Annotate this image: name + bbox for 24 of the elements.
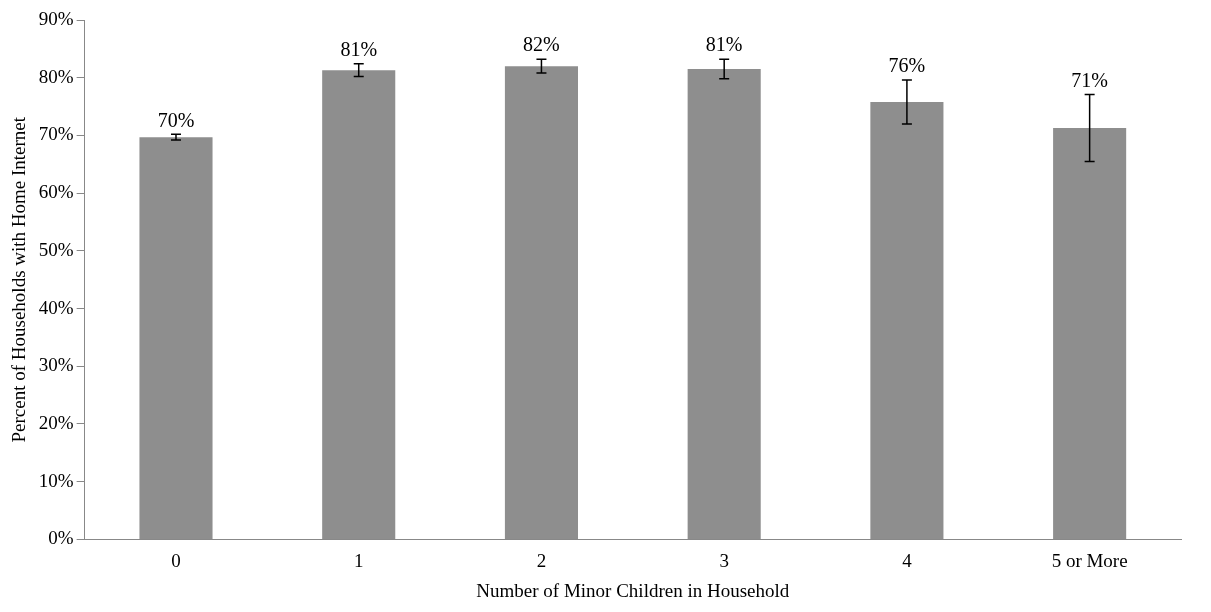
y-tick-label: 90%	[38, 7, 74, 29]
x-tick-label: 3	[719, 549, 729, 571]
y-tick-label: 40%	[38, 296, 74, 318]
data-label: 81%	[705, 33, 743, 56]
y-tick-label: 70%	[38, 123, 74, 145]
x-axis-title: Number of Minor Children in Household	[476, 579, 790, 601]
data-label: 82%	[523, 33, 560, 56]
y-tick-label: 80%	[38, 65, 74, 87]
y-tick-label: 0%	[48, 527, 74, 549]
y-tick-label: 50%	[38, 238, 74, 260]
y-tick-label: 60%	[38, 181, 74, 203]
y-axis-title: Percent of Households with Home Internet	[8, 116, 30, 443]
data-label: 76%	[888, 54, 926, 77]
data-label: 81%	[340, 38, 378, 61]
x-tick-label: 0	[171, 549, 181, 571]
y-tick-label: 10%	[38, 469, 74, 491]
y-tick-label: 30%	[38, 354, 74, 376]
data-label: 71%	[1071, 68, 1108, 91]
data-label: 70%	[157, 108, 195, 131]
x-tick-label: 4	[902, 549, 913, 571]
y-tick-label: 20%	[38, 411, 74, 433]
x-tick-label: 5 or More	[1051, 549, 1128, 571]
x-tick-label: 1	[353, 549, 364, 571]
x-tick-label: 2	[536, 549, 547, 571]
